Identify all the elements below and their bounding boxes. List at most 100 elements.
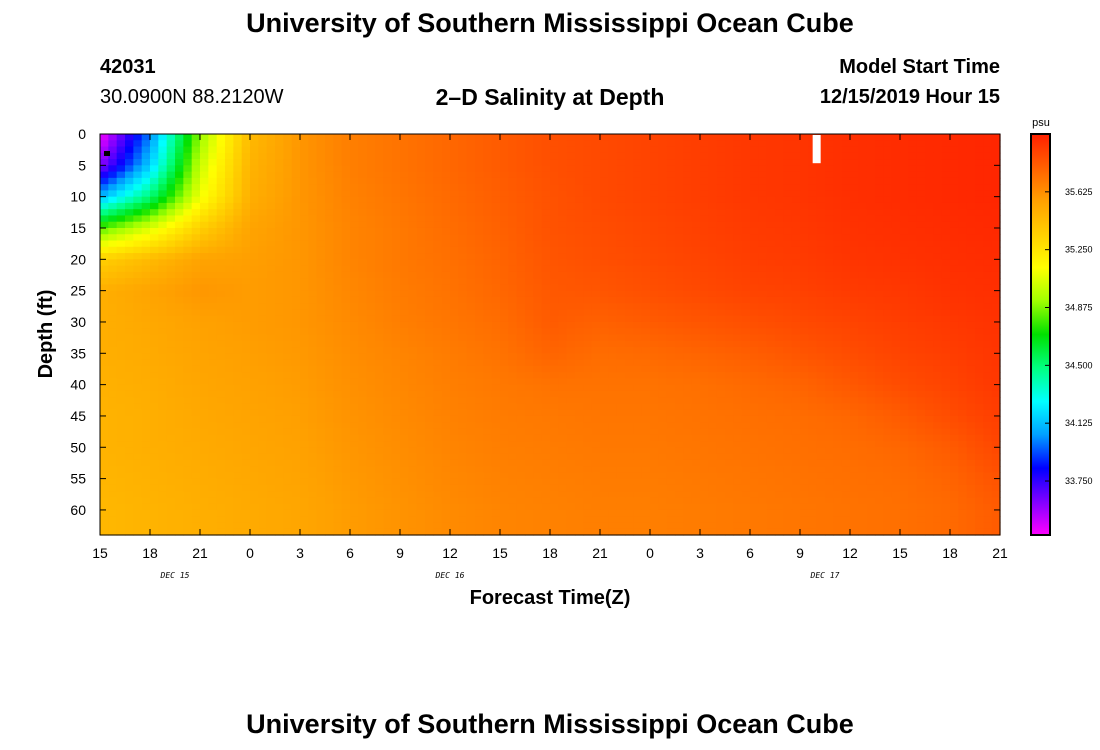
heatmap-cell [608,184,618,191]
heatmap-cell [441,209,451,217]
heatmap-cell [383,165,393,173]
heatmap-cell [116,409,126,417]
heatmap-cell [758,146,768,154]
heatmap-cell [516,159,526,166]
heatmap-cell [150,265,159,273]
heatmap-cell [833,397,843,405]
heatmap-cell [491,365,501,373]
heatmap-cell [500,202,509,210]
heatmap-cell [491,140,501,148]
heatmap-cell [250,347,259,354]
heatmap-cell [308,240,318,248]
heatmap-cell [508,328,518,336]
heatmap-cell [608,271,618,279]
heatmap-cell [325,290,334,298]
heatmap-cell [525,190,534,198]
heatmap-cell [158,246,168,254]
heatmap-cell [100,284,109,292]
heatmap-cell [966,165,976,173]
heatmap-cell [150,290,159,298]
heatmap-cell [333,259,343,267]
heatmap-cell [883,159,893,166]
heatmap-cell [475,284,484,292]
heatmap-cell [466,159,476,166]
heatmap-cell [108,296,118,304]
heatmap-cell [825,171,834,179]
heatmap-cell [916,202,926,210]
heatmap-cell [558,184,568,191]
heatmap-cell [541,271,551,279]
heatmap-cell [608,278,618,285]
heatmap-cell [891,378,901,386]
heatmap-cell [316,284,326,292]
heatmap-cell [933,372,943,379]
heatmap-cell [950,227,959,235]
heatmap-cell [941,365,951,373]
heatmap-cell [175,321,184,329]
heatmap-cell [691,177,701,185]
heatmap-cell [116,384,126,392]
heatmap-cell [508,240,518,248]
heatmap-cell [458,347,468,354]
heatmap-cell [800,152,809,160]
heatmap-cell [191,253,201,260]
heatmap-cell [466,253,476,260]
heatmap-cell [783,234,793,242]
heatmap-cell [566,372,576,379]
heatmap-cell [491,146,501,154]
heatmap-cell [808,265,818,273]
heatmap-cell [475,152,484,160]
heatmap-cell [358,152,368,160]
heatmap-cell [575,284,584,292]
heatmap-cell [708,390,718,398]
heatmap-cell [750,234,759,242]
heatmap-cell [175,246,184,254]
heatmap-cell [375,340,384,348]
heatmap-cell [458,259,468,267]
heatmap-cell [750,159,759,166]
heatmap-cell [408,359,418,367]
heatmap-cell [366,215,376,223]
heatmap-cell [116,152,126,160]
heatmap-cell [441,253,451,260]
heatmap-cell [625,221,634,229]
heatmap-cell [608,415,618,423]
heatmap-cell [925,265,934,273]
heatmap-cell [258,202,268,210]
heatmap-cell [725,372,734,379]
heatmap-cell [508,284,518,292]
heatmap-cell [758,296,768,304]
heatmap-cell [750,328,759,336]
heatmap-cell [225,259,234,267]
heatmap-cell [425,378,434,386]
heatmap-cell [958,265,968,273]
heatmap-cell [600,171,609,179]
heatmap-cell [850,384,859,392]
heatmap-cell [783,177,793,185]
heatmap-cell [241,353,251,361]
heatmap-cell [725,202,734,210]
heatmap-cell [166,290,176,298]
heatmap-cell [525,177,534,185]
heatmap-cell [550,177,559,185]
heatmap-cell [575,209,584,217]
heatmap-cell [158,265,168,273]
heatmap-cell [466,415,476,423]
heatmap-cell [308,296,318,304]
heatmap-cell [600,353,609,361]
heatmap-cell [858,309,868,317]
heatmap-cell [341,365,351,373]
heatmap-cell [725,234,734,242]
heatmap-cell [708,184,718,191]
heatmap-cell [825,359,834,367]
heatmap-cell [733,184,743,191]
heatmap-cell [925,372,934,379]
heatmap-cell [291,177,301,185]
heatmap-cell [816,165,826,173]
heatmap-cell [833,415,843,423]
heatmap-cell [591,134,601,141]
heatmap-cell [933,234,943,242]
heatmap-cell [525,284,534,292]
heatmap-cell [225,353,234,361]
heatmap-cell [466,227,476,235]
